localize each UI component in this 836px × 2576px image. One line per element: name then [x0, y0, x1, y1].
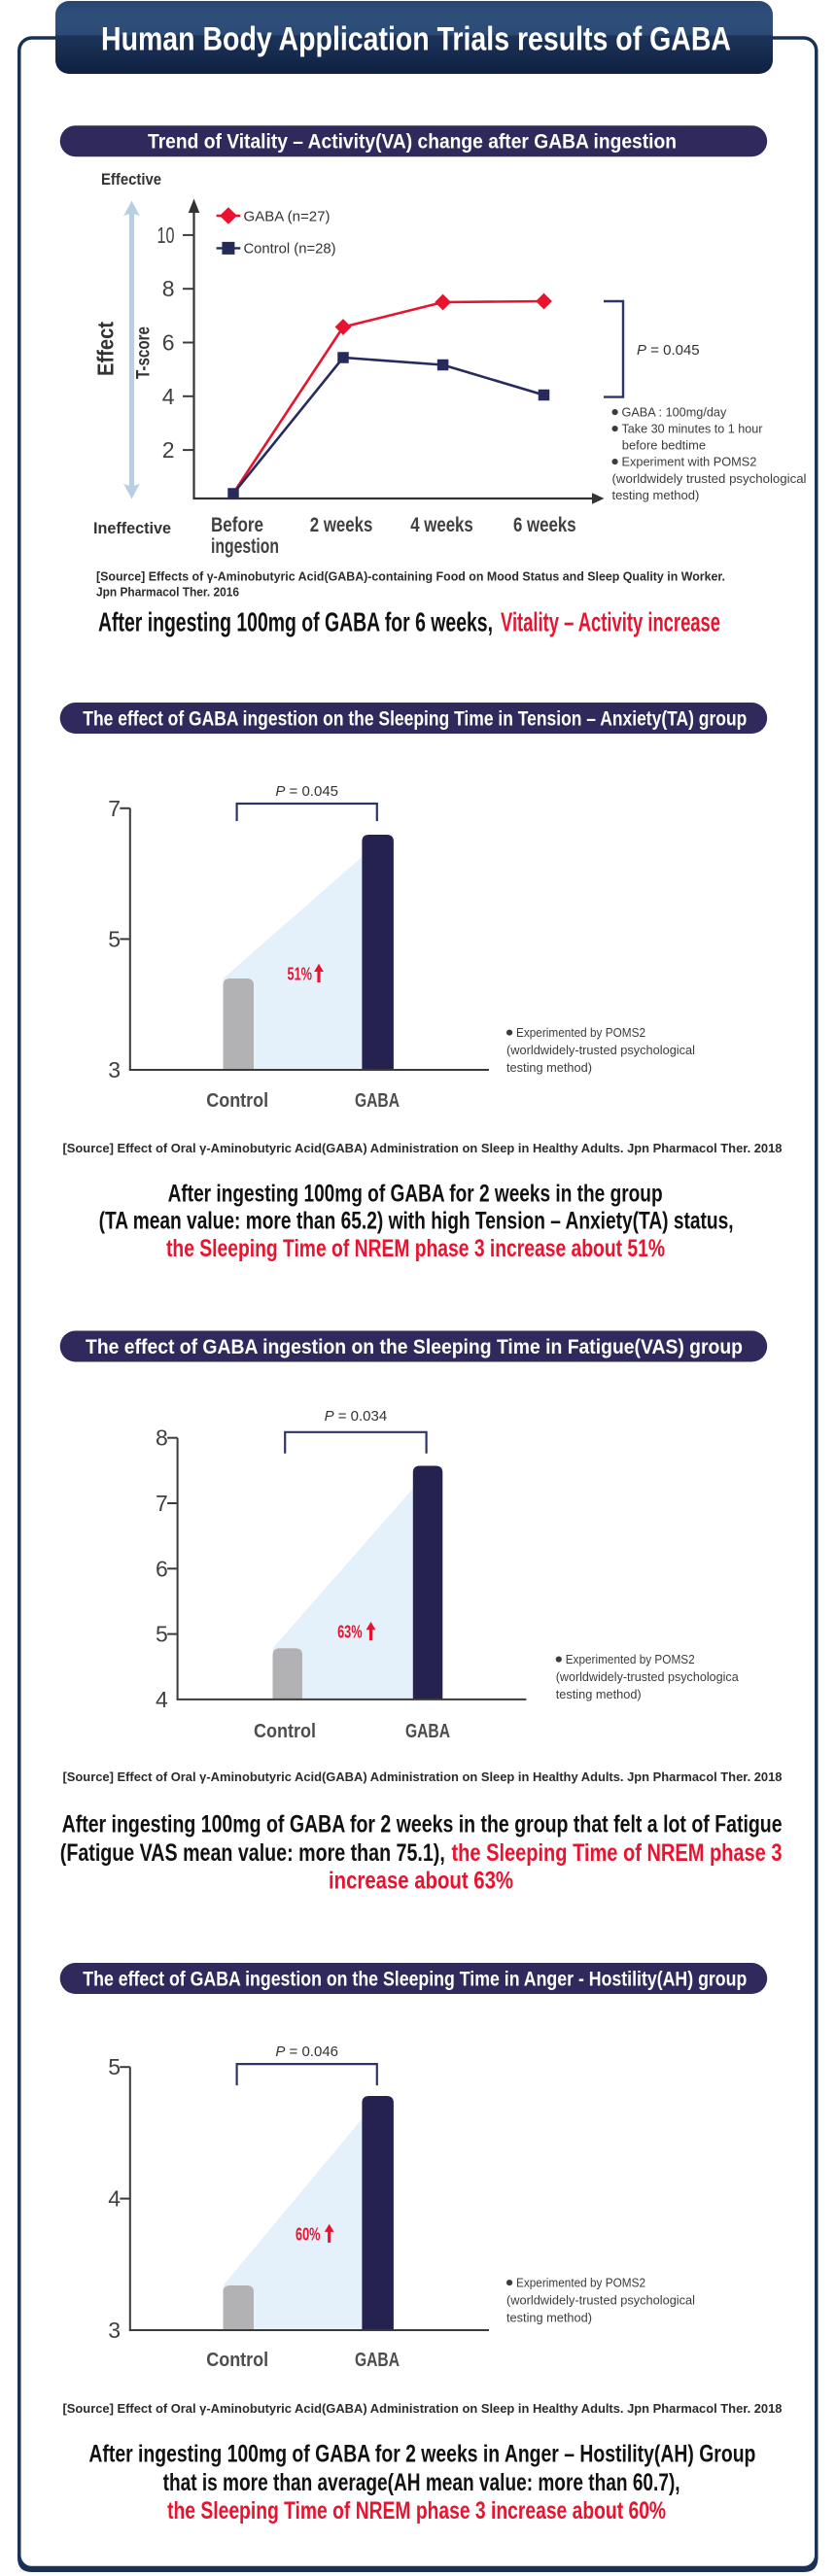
- svg-text:7: 7: [156, 1491, 168, 1516]
- svg-text:before bedtime: before bedtime: [622, 438, 706, 453]
- svg-text:3: 3: [108, 2318, 121, 2343]
- svg-text:63%: 63%: [337, 1622, 363, 1642]
- svg-text:[Source] Effects of γ-Aminobut: [Source] Effects of γ-Aminobutyric Acid(…: [96, 569, 725, 584]
- svg-text:GABA: GABA: [405, 1720, 450, 1742]
- svg-text:Control: Control: [206, 1089, 268, 1112]
- svg-text:5: 5: [156, 1622, 168, 1647]
- svg-text:(worldwidely trusted psycholog: (worldwidely trusted psychological: [612, 471, 807, 486]
- svg-text:Effective: Effective: [101, 170, 161, 189]
- svg-text:testing method): testing method): [506, 2311, 592, 2325]
- svg-text:5: 5: [108, 2054, 121, 2079]
- svg-text:51%: 51%: [288, 963, 313, 983]
- svg-text:60%: 60%: [296, 2223, 321, 2244]
- svg-text:Take 30 minutes to 1 hour: Take 30 minutes to 1 hour: [622, 422, 764, 436]
- svg-text:Control: Control: [206, 2349, 268, 2371]
- svg-text:Ineffective: Ineffective: [93, 519, 171, 537]
- svg-text:(worldwidely-trusted psycholog: (worldwidely-trusted psychological: [506, 1043, 695, 1057]
- svg-text:6 weeks: 6 weeks: [513, 514, 576, 536]
- svg-text:Control: Control: [254, 1720, 316, 1742]
- svg-text:P = 0.045: P = 0.045: [637, 342, 700, 359]
- svg-text:7: 7: [108, 796, 121, 821]
- svg-text:GABA: GABA: [355, 1089, 400, 1112]
- svg-text:After ingesting 100mg of GABA: After ingesting 100mg of GABA for 6 week…: [98, 607, 493, 637]
- svg-text:Effect: Effect: [93, 322, 119, 376]
- svg-text:Control (n=28): Control (n=28): [244, 242, 336, 258]
- svg-text:GABA (n=27): GABA (n=27): [244, 209, 331, 224]
- svg-text:testing method): testing method): [506, 1060, 592, 1075]
- svg-text:Jpn Pharmacol Ther. 2016: Jpn Pharmacol Ther. 2016: [96, 585, 239, 600]
- svg-text:increase about 63%: increase about 63%: [329, 1868, 513, 1895]
- svg-text:(Fatigue VAS mean value: more: (Fatigue VAS mean value: more than 75.1)…: [60, 1839, 445, 1867]
- svg-text:After ingesting 100mg of GABA: After ingesting 100mg of GABA for 2 week…: [62, 1810, 783, 1838]
- svg-text:4: 4: [162, 384, 175, 409]
- svg-text:6: 6: [162, 330, 175, 356]
- svg-text:T-score: T-score: [134, 326, 155, 379]
- svg-text:4: 4: [108, 2186, 121, 2212]
- svg-text:Trend of Vitality – Activity(V: Trend of Vitality – Activity(VA) change …: [148, 130, 677, 153]
- svg-text:the Sleeping Time of NREM phas: the Sleeping Time of NREM phase 3 increa…: [166, 1235, 665, 1262]
- svg-text:testing method): testing method): [612, 488, 700, 502]
- svg-text:6: 6: [156, 1556, 168, 1581]
- svg-text:Experiment with POMS2: Experiment with POMS2: [622, 455, 757, 469]
- svg-text:P = 0.046: P = 0.046: [275, 2044, 338, 2060]
- svg-text:testing method): testing method): [556, 1687, 642, 1701]
- svg-text:5: 5: [108, 926, 121, 951]
- svg-text:[Source] Effect of Oral γ-Amin: [Source] Effect of Oral γ-Aminobutyric A…: [63, 2401, 783, 2416]
- svg-text:[Source] Effect of Oral γ-Amin: [Source] Effect of Oral γ-Aminobutyric A…: [63, 1769, 783, 1784]
- svg-text:4: 4: [156, 1687, 168, 1712]
- svg-text:that is more than average(AH m: that is more than average(AH mean value:…: [163, 2469, 680, 2496]
- svg-text:8: 8: [162, 276, 175, 301]
- svg-text:3: 3: [108, 1057, 121, 1082]
- svg-text:the Sleeping Time of NREM phas: the Sleeping Time of NREM phase 3: [452, 1839, 783, 1867]
- svg-text:After ingesting 100mg of GABA: After ingesting 100mg of GABA for 2 week…: [88, 2441, 755, 2468]
- svg-text:The effect of GABA ingestion o: The effect of GABA ingestion on the Slee…: [86, 1336, 743, 1358]
- svg-text:8: 8: [156, 1425, 168, 1451]
- svg-text:Experimented by POMS2: Experimented by POMS2: [566, 1652, 695, 1666]
- svg-text:Experimented by POMS2: Experimented by POMS2: [516, 1025, 645, 1040]
- svg-text:(worldwidely-trusted psycholog: (worldwidely-trusted psychologica: [556, 1669, 740, 1684]
- svg-text:GABA : 100mg/day: GABA : 100mg/day: [622, 405, 727, 420]
- svg-text:2 weeks: 2 weeks: [310, 514, 373, 536]
- svg-text:4 weeks: 4 weeks: [410, 514, 473, 536]
- svg-text:P = 0.045: P = 0.045: [275, 783, 338, 800]
- svg-text:(TA mean value: more than 65.2: (TA mean value: more than 65.2) with hig…: [99, 1208, 734, 1235]
- svg-text:P = 0.034: P = 0.034: [325, 1408, 388, 1425]
- svg-text:2: 2: [162, 437, 175, 463]
- svg-text:Human Body Application Trials: Human Body Application Trials results of…: [101, 21, 731, 58]
- svg-text:After ingesting 100mg of GABA: After ingesting 100mg of GABA for 2 week…: [168, 1180, 663, 1207]
- svg-text:the Sleeping Time of NREM phas: the Sleeping Time of NREM phase 3 increa…: [167, 2497, 666, 2524]
- svg-text:(worldwidely-trusted psycholog: (worldwidely-trusted psychological: [506, 2293, 695, 2308]
- svg-text:10: 10: [157, 223, 175, 248]
- svg-text:Before: Before: [211, 514, 263, 536]
- svg-text:GABA: GABA: [355, 2349, 400, 2371]
- svg-text:[Source] Effect of Oral γ-Amin: [Source] Effect of Oral γ-Aminobutyric A…: [63, 1141, 783, 1155]
- svg-text:Vitality – Activity increase: Vitality – Activity increase: [501, 607, 720, 637]
- svg-text:The effect of GABA ingestion o: The effect of GABA ingestion on the Slee…: [83, 707, 747, 730]
- svg-text:The effect of GABA ingestion o: The effect of GABA ingestion on the Slee…: [83, 1968, 747, 1990]
- svg-text:ingestion: ingestion: [211, 535, 279, 558]
- svg-text:Experimented by POMS2: Experimented by POMS2: [516, 2276, 645, 2290]
